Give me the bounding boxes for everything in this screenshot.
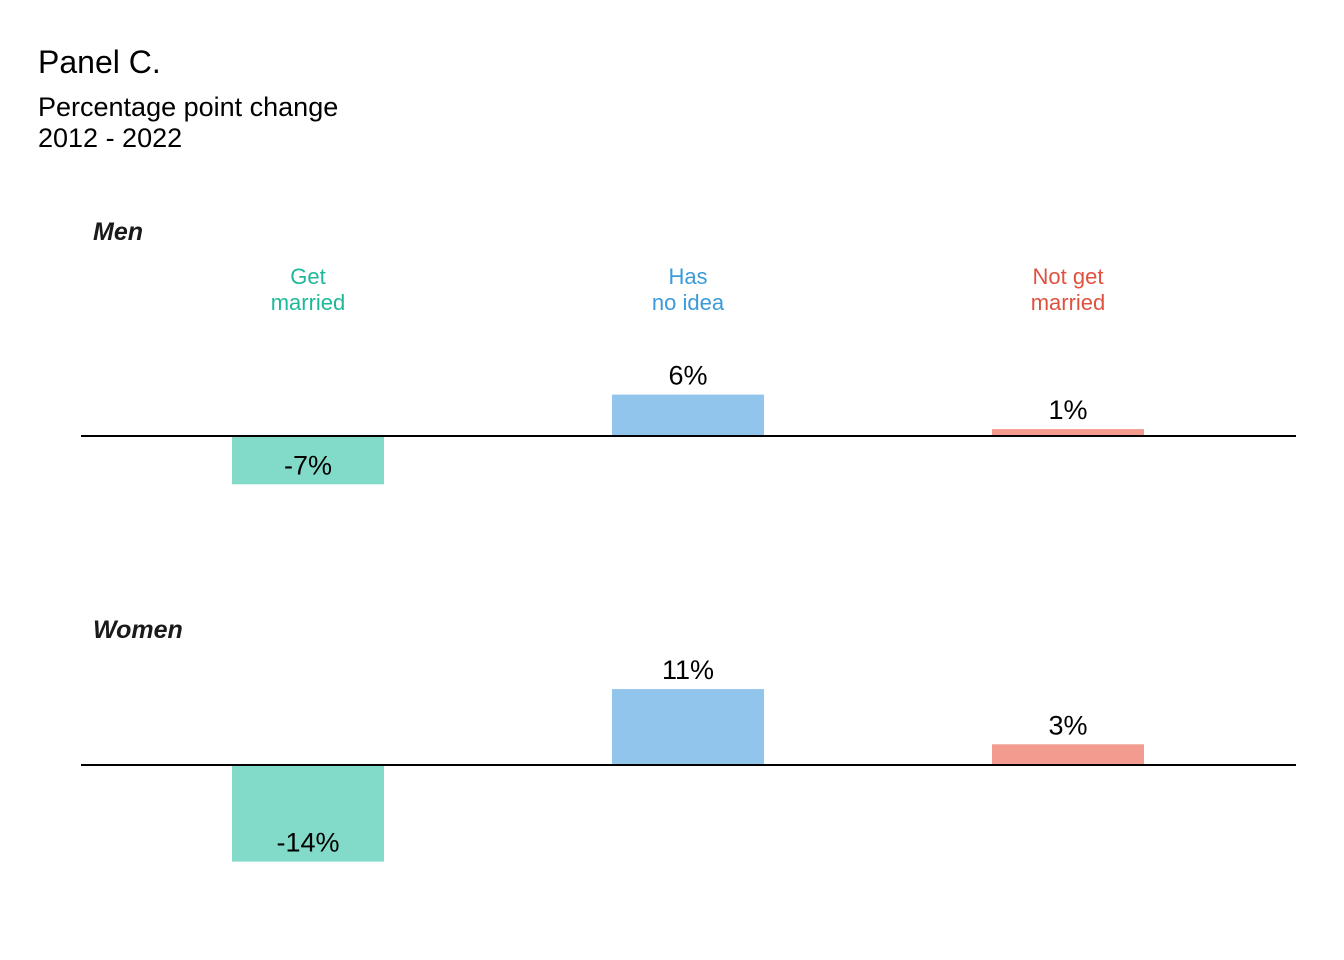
value-label-men-2: 1% [1048,395,1087,425]
subtitle-line-2: 2012 - 2022 [38,123,183,153]
bar-men-1 [612,394,764,436]
category-label-1: Has no idea [652,264,725,315]
bar-men-2 [992,429,1144,436]
panel-label-women: Women [93,616,183,644]
chart-subtitle: Percentage point change 2012 - 2022 [38,92,338,154]
value-label-women-0: -14% [276,828,339,858]
category-label-line: Get [290,264,325,289]
category-label-line: married [271,290,346,315]
bar-women-0 [232,765,384,862]
bar-women-2 [992,744,1144,765]
value-label-men-1: 6% [668,361,707,391]
category-label-line: no idea [652,290,725,315]
value-label-women-1: 11% [662,655,714,685]
panel-label-men: Men [93,218,143,246]
category-label-line: married [1031,290,1106,315]
bar-men-0 [232,436,384,485]
category-label-2: Not get married [1031,264,1106,315]
bar-women-1 [612,689,764,765]
chart-title: Panel C. [38,44,161,80]
category-label-line: Has [668,264,707,289]
subtitle-line-1: Percentage point change [38,92,339,122]
value-label-men-0: -7% [284,450,332,480]
value-label-women-2: 3% [1048,710,1087,740]
category-label-0: Get married [271,264,346,315]
category-label-line: Not get [1033,264,1104,289]
